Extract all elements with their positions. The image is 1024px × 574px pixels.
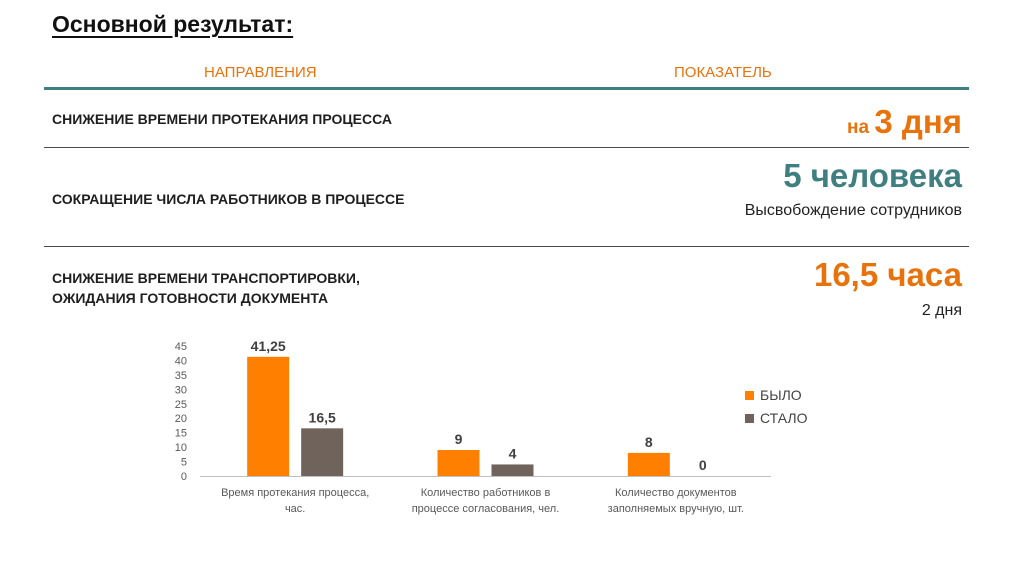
row-divider bbox=[44, 246, 969, 247]
y-tick-label: 45 bbox=[175, 341, 187, 353]
row-divider bbox=[44, 147, 969, 148]
bar-stalo bbox=[301, 428, 344, 476]
row-1-metric: на 3 дня bbox=[847, 103, 962, 141]
x-tick-label: Время протекания процесса, bbox=[221, 487, 369, 499]
header-indicator: ПОКАЗАТЕЛЬ bbox=[674, 64, 772, 81]
legend-label-stalo: СТАЛО bbox=[760, 410, 808, 426]
row-2-label: СОКРАЩЕНИЕ ЧИСЛА РАБОТНИКОВ В ПРОЦЕССЕ bbox=[52, 191, 405, 207]
y-tick-label: 40 bbox=[175, 355, 187, 367]
x-tick-label: заполняемых вручную, шт. bbox=[608, 503, 744, 515]
row-1-label: СНИЖЕНИЕ ВРЕМЕНИ ПРОТЕКАНИЯ ПРОЦЕССА bbox=[52, 111, 392, 127]
row-2-metric-value: 5 человека bbox=[783, 157, 962, 194]
x-tick-label: процессе согласования, чел. bbox=[412, 503, 560, 515]
row-3-label: СНИЖЕНИЕ ВРЕМЕНИ ТРАНСПОРТИРОВКИ, ОЖИДАН… bbox=[52, 270, 360, 306]
page-title: Основной результат: bbox=[52, 11, 294, 37]
bar-bylo bbox=[627, 452, 670, 476]
legend-item-stalo: СТАЛО bbox=[745, 410, 807, 426]
data-label: 8 bbox=[645, 434, 653, 450]
header-divider bbox=[44, 87, 969, 90]
y-tick-label: 0 bbox=[181, 471, 187, 483]
header-directions: НАПРАВЛЕНИЯ bbox=[204, 64, 317, 81]
x-tick-label: Количество документов bbox=[615, 487, 737, 499]
bar-bylo bbox=[247, 356, 290, 476]
row-1-metric-value: 3 дня bbox=[874, 103, 962, 140]
data-label: 9 bbox=[455, 431, 463, 447]
row-2-sub: Высвобождение сотрудников bbox=[744, 202, 962, 219]
bar-bylo bbox=[437, 450, 480, 476]
legend-swatch-bylo bbox=[745, 390, 754, 400]
x-tick-label: Количество работников в bbox=[421, 487, 551, 499]
data-label: 41,25 bbox=[251, 338, 286, 354]
y-tick-label: 25 bbox=[175, 399, 187, 411]
row-3-sub: 2 дня bbox=[921, 302, 962, 319]
data-label: 0 bbox=[699, 457, 707, 473]
row-3-metric-value: 16,5 часа bbox=[813, 256, 962, 293]
legend-label-bylo: БЫЛО bbox=[760, 387, 802, 403]
row-1-metric-prefix: на bbox=[847, 117, 875, 138]
legend-item-bylo: БЫЛО bbox=[745, 387, 802, 403]
y-tick-label: 20 bbox=[175, 413, 187, 425]
data-label: 4 bbox=[509, 445, 517, 461]
y-tick-label: 5 bbox=[181, 457, 187, 469]
data-label: 16,5 bbox=[309, 409, 336, 425]
y-tick-label: 30 bbox=[175, 384, 187, 396]
y-tick-label: 10 bbox=[175, 442, 187, 454]
legend-swatch-stalo bbox=[745, 413, 754, 423]
bar-stalo bbox=[491, 464, 534, 476]
y-tick-label: 35 bbox=[175, 370, 187, 382]
x-tick-label: час. bbox=[285, 503, 305, 515]
y-tick-label: 15 bbox=[175, 428, 187, 440]
